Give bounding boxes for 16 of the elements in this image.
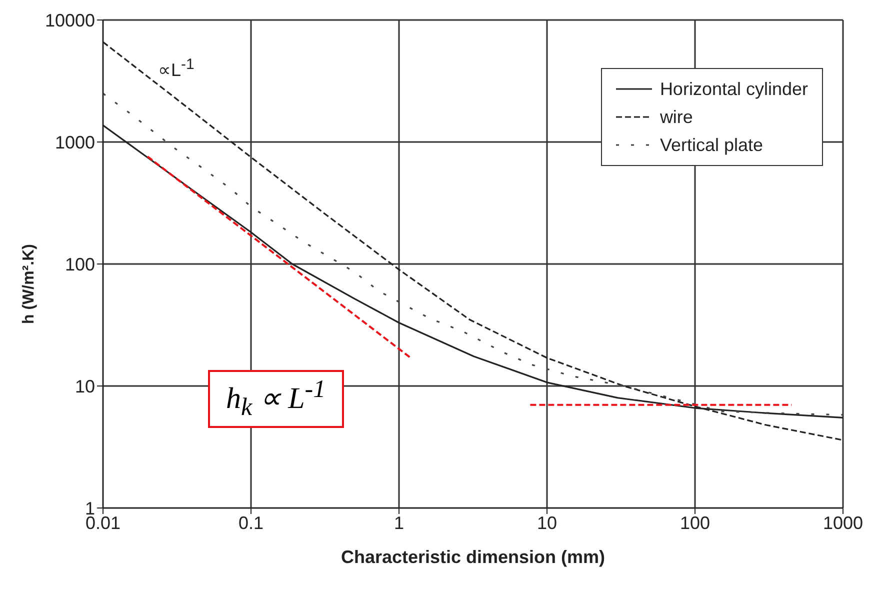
legend-label: Horizontal cylinder — [660, 78, 808, 101]
y-tick-label: 10000 — [44, 10, 95, 30]
x-tick-label: 1000 — [822, 512, 864, 533]
legend-label: Vertical plate — [660, 134, 763, 157]
x-axis-title: Characteristic dimension (mm) — [340, 547, 606, 567]
legend-label: wire — [660, 106, 693, 129]
y-axis-title: h (W/m².K) — [20, 244, 38, 324]
annotation: ∝L$^{-1}$ — [158, 56, 194, 81]
y-tick-label: 100 — [64, 254, 95, 274]
x-tick-label: 0.1 — [238, 512, 264, 533]
x-tick-label: 1 — [394, 512, 404, 533]
y-tick-label: 1000 — [54, 132, 95, 152]
x-tick-label: 10 — [536, 512, 558, 533]
annotation: h$_{k}$ ∝ L$^{-1}$ — [208, 370, 344, 428]
y-tick-label: 10 — [74, 376, 95, 396]
x-tick-label: 100 — [680, 512, 710, 533]
